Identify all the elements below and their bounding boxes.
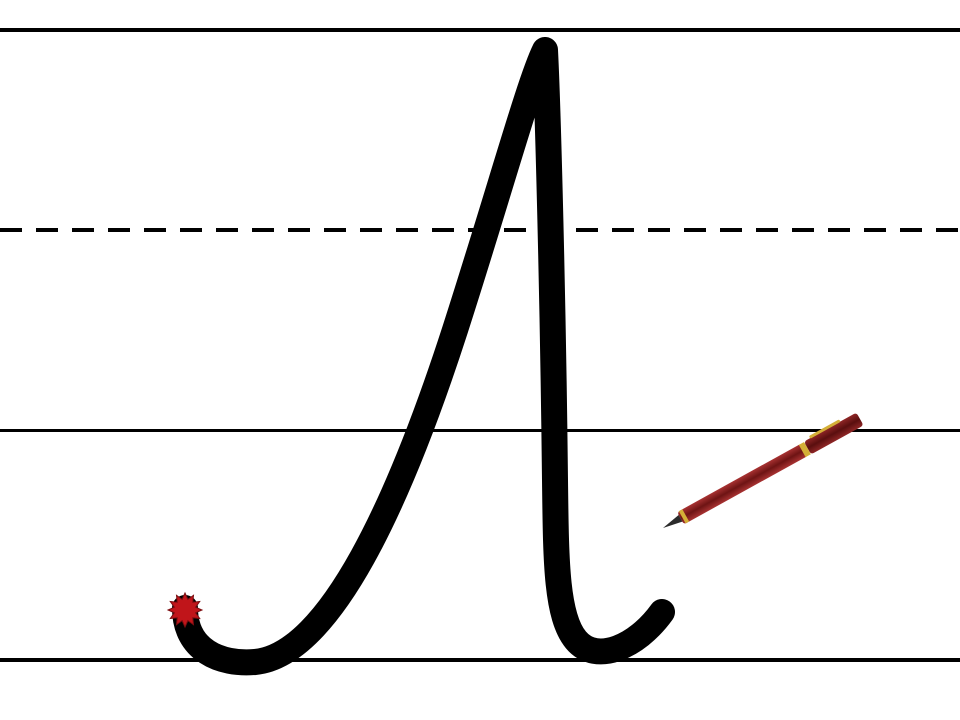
- guideline-baseline: [0, 658, 960, 662]
- cursive-letter: [185, 50, 662, 662]
- guideline-upper-dashed: [0, 228, 960, 232]
- guideline-midline: [0, 429, 960, 432]
- guideline-top: [0, 28, 960, 32]
- start-marker-icon: [168, 593, 202, 627]
- handwriting-canvas: [0, 0, 960, 720]
- drawing-layer: [0, 0, 960, 720]
